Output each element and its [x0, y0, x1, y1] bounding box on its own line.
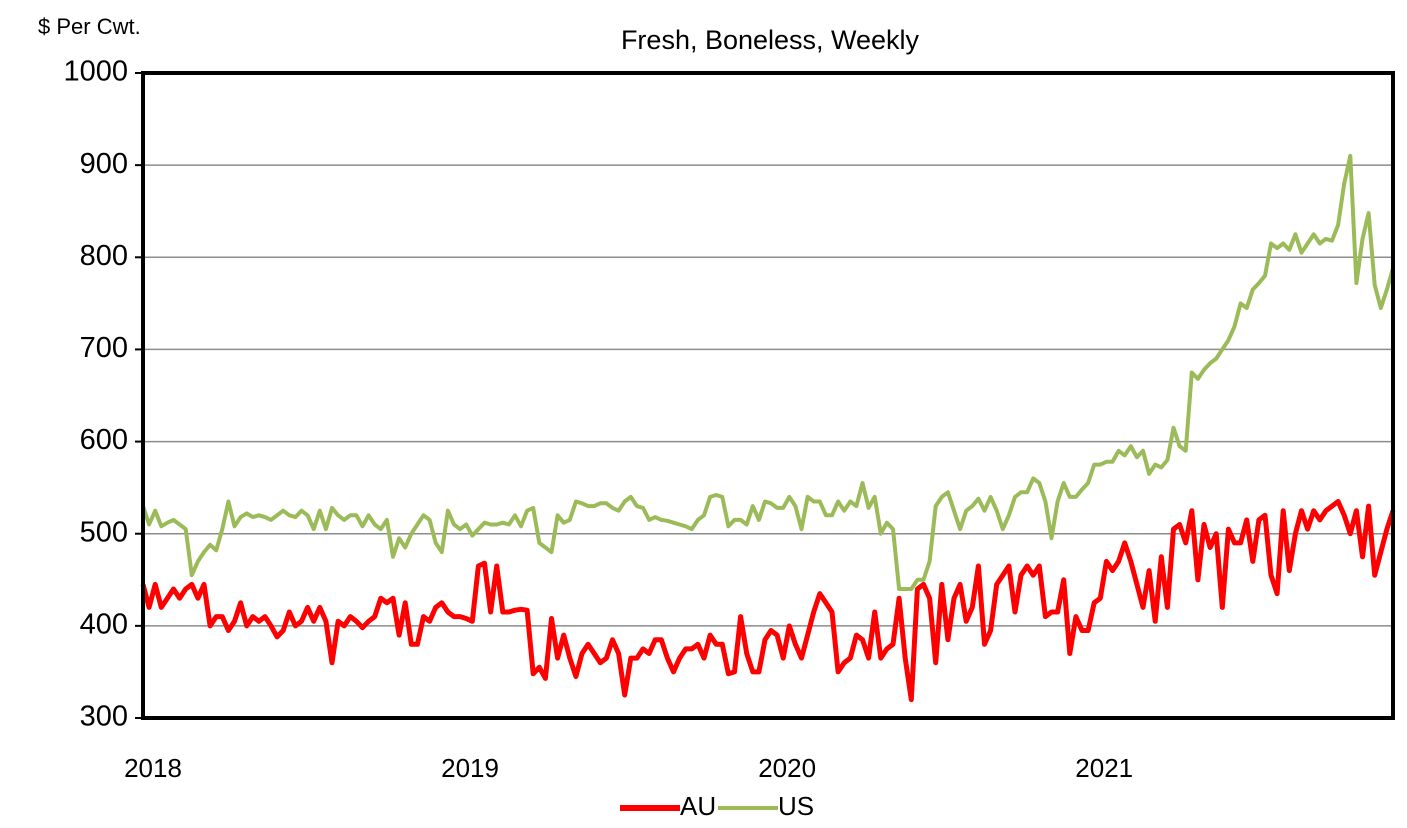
chart-subtitle: Fresh, Boneless, Weekly — [621, 25, 920, 55]
y-tick-label: 900 — [80, 148, 128, 180]
y-tick-label: 500 — [80, 516, 128, 548]
line-series — [140, 499, 1396, 703]
y-tick-label: 700 — [80, 332, 128, 364]
x-tick-label: 2019 — [441, 753, 499, 783]
y-tick-label: 400 — [80, 609, 128, 641]
y-tick-label: 1000 — [63, 56, 128, 88]
y-tick-label: 800 — [80, 240, 128, 272]
legend-label: US — [778, 791, 814, 821]
x-tick-label: 2021 — [1075, 753, 1133, 783]
y-tick-label: 300 — [80, 701, 128, 733]
x-tick-label: 2018 — [124, 753, 182, 783]
line-series — [141, 153, 1395, 591]
legend-label: AU — [680, 791, 716, 821]
plot-frame — [141, 71, 1395, 720]
y-tick-label: 600 — [80, 424, 128, 456]
x-tick-label: 2020 — [758, 753, 816, 783]
y-axis-label: $ Per Cwt. — [38, 14, 141, 39]
